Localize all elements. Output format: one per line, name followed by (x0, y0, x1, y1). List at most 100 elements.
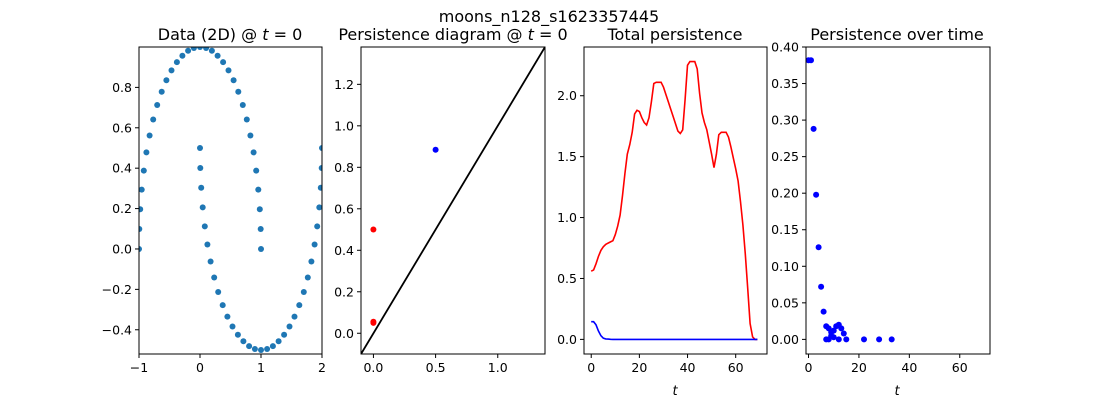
data-point (139, 206, 144, 213)
panel-title-persistence-over-time: Persistence over time (810, 25, 984, 44)
data-point (197, 47, 203, 50)
data-point (250, 149, 257, 156)
x-tick-label: 0.5 (426, 360, 446, 375)
data-point (235, 88, 242, 95)
y-tick-label: 0.30 (771, 113, 799, 128)
data-marks-overtime (806, 57, 895, 343)
data-point (818, 283, 825, 290)
data-point (208, 47, 215, 54)
data-point (251, 346, 258, 352)
y-tick-label: 0.6 (334, 201, 354, 216)
x-tick-label: 1 (257, 360, 265, 375)
data-point (139, 226, 143, 232)
data-point (240, 338, 247, 345)
y-tick-label: 0.6 (112, 120, 132, 135)
data-marks-total (590, 60, 758, 341)
data-point (269, 343, 276, 350)
x-tick-label: 20 (631, 360, 647, 375)
data-point (198, 184, 205, 191)
data-point (255, 186, 262, 193)
data-marks-pd (361, 47, 545, 354)
data-point (211, 274, 218, 281)
data-point (835, 336, 842, 343)
x-tick-label: 0 (587, 360, 595, 375)
axes-frame-total (583, 46, 768, 355)
data-point (146, 132, 153, 139)
plot-area-total-persistence: 0 20 40 60 0.0 0.5 1.0 1.5 2.0 (557, 46, 768, 375)
panel-title-persistence-diagram: Persistence diagram @ t = 0 (338, 25, 567, 44)
data-point (201, 223, 208, 230)
data-point (316, 204, 322, 211)
data-point (230, 77, 237, 84)
y-tick-label: 2.0 (557, 88, 577, 103)
data-point (185, 47, 192, 54)
data-point (840, 330, 847, 337)
data-point (190, 47, 197, 51)
data-point (281, 331, 288, 338)
data-point (311, 241, 318, 248)
data-point (861, 336, 867, 343)
data-point (291, 313, 298, 320)
y-tick-label: 1.2 (334, 77, 354, 92)
data-point (199, 204, 206, 211)
x-tick-label: 40 (901, 360, 917, 375)
data-point (317, 184, 322, 191)
data-point (830, 327, 837, 334)
data-point (220, 59, 227, 66)
data-point (820, 308, 827, 315)
data-point (247, 132, 254, 139)
plot-area-persistence-over-time: 0 20 40 60 0.00 0.05 0.10 0.15 0.20 0.25 0.30 0.35 0… (771, 40, 991, 375)
data-point (203, 47, 210, 51)
data-point (257, 226, 264, 232)
series-line-1 (591, 320, 758, 341)
y-tick-label: −0.2 (102, 282, 132, 297)
data-point (286, 323, 293, 330)
y-tick-label: 0.20 (771, 186, 799, 201)
data-point (843, 336, 850, 343)
data-point (308, 258, 315, 265)
data-point (830, 334, 837, 341)
x-tick-label: 0 (805, 360, 813, 375)
axes-frame-overtime (805, 46, 991, 355)
data-point (225, 67, 232, 74)
x-tick-label: 1.0 (488, 360, 508, 375)
y-tick-label: 0.00 (771, 332, 799, 347)
data-point (204, 241, 211, 248)
data-point (140, 167, 147, 174)
data-point (214, 52, 221, 59)
y-tick-label: −0.4 (102, 322, 132, 337)
panel-title-total-persistence: Total persistence (606, 25, 742, 44)
data-point (808, 57, 814, 64)
data-point (215, 289, 222, 295)
y-tick-label: 0.2 (112, 201, 132, 216)
panel-persistence-diagram: Persistence diagram @ t = 0 0.0 0.5 1.00.0… (334, 25, 568, 375)
figure-suptitle: moons_n128_s1623357445 (439, 7, 659, 27)
x-axis-label-total-persistence: t (672, 384, 678, 399)
y-tick-label: 0.10 (771, 259, 799, 274)
y-tick-label: 1.0 (557, 210, 577, 225)
data-point (888, 336, 895, 343)
data-point (876, 336, 883, 343)
data-point (207, 258, 214, 265)
data-point (229, 323, 236, 330)
series-line-0 (590, 60, 758, 341)
y-tick-label: 0.8 (334, 160, 354, 175)
y-tick-label: 0.05 (771, 295, 799, 310)
data-marks-data2d (139, 47, 322, 353)
x-tick-label: 40 (680, 360, 696, 375)
x-tick-label: 0.0 (363, 360, 383, 375)
y-tick-label: 0.35 (771, 76, 799, 91)
data-point (838, 325, 845, 332)
data-point (370, 318, 377, 325)
data-point (370, 226, 377, 233)
data-point (258, 246, 264, 252)
y-tick-label: 1.0 (334, 118, 354, 133)
y-tick-label: 0.40 (771, 40, 799, 55)
data-point (264, 346, 271, 352)
y-tick-label: 0.2 (334, 284, 354, 299)
data-point (154, 102, 161, 108)
y-tick-label: 0.15 (771, 222, 799, 237)
data-point (150, 116, 157, 123)
data-point (258, 347, 264, 353)
data-point (813, 191, 820, 198)
